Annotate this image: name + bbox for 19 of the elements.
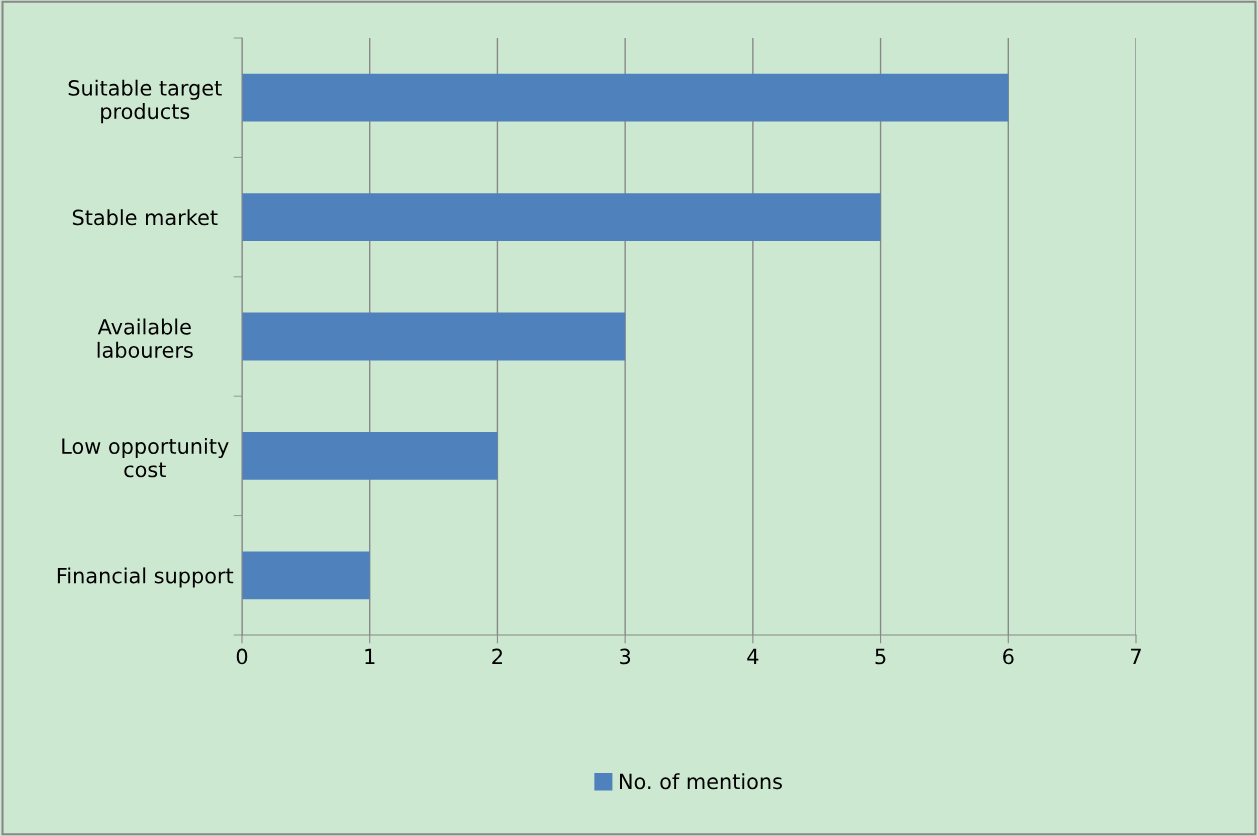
x-tick-label: 6: [1003, 648, 1014, 665]
bar: [242, 551, 370, 600]
x-tick-label: 5: [875, 648, 886, 665]
bar: [242, 312, 626, 361]
bar: [242, 193, 881, 241]
x-tick-label: 0: [236, 648, 248, 665]
legend-label: No. of mentions: [620, 773, 782, 790]
y-tick-label: Financial support: [57, 567, 234, 588]
x-tick-label: 3: [620, 648, 631, 665]
y-tick-label: Available labourers: [97, 318, 193, 358]
x-tick-label: 7: [1131, 648, 1141, 665]
y-tick-label: Low opportunity cost: [62, 437, 229, 478]
y-tick-label: Suitable target products: [68, 79, 222, 124]
x-tick-label: 4: [747, 648, 759, 665]
x-tick-label: 2: [492, 648, 502, 665]
x-tick-label: 1: [365, 648, 375, 665]
bar: [242, 432, 498, 480]
y-tick-label: Stable market: [72, 209, 218, 226]
bar: [242, 73, 1009, 122]
